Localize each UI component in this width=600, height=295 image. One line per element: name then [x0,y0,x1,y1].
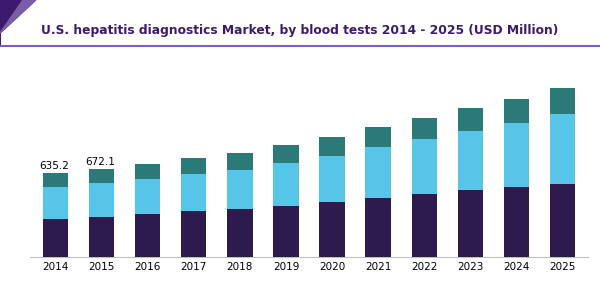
Bar [412,194,437,257]
Bar [181,212,206,257]
Bar [227,209,253,257]
Bar [227,153,253,170]
Text: U.S. hepatitis diagnostics Market, by blood tests 2014 - 2025 (USD Million): U.S. hepatitis diagnostics Market, by bl… [41,24,559,37]
Bar [550,184,575,257]
Bar [89,183,114,217]
Bar [181,158,206,174]
Bar [89,217,114,257]
Bar [319,156,345,202]
Bar [458,131,483,191]
Bar [181,174,206,212]
Bar [319,202,345,257]
Bar [365,127,391,147]
Bar [504,187,529,257]
Bar [89,168,114,183]
Bar [43,187,68,219]
Polygon shape [0,0,36,47]
Bar [504,123,529,187]
Bar [135,163,160,179]
Bar [273,163,299,206]
Bar [135,179,160,214]
Bar [550,114,575,184]
Text: 672.1: 672.1 [86,157,115,167]
Bar [319,137,345,156]
Bar [550,88,575,114]
Bar [273,145,299,163]
Bar [365,198,391,257]
Bar [504,99,529,123]
Bar [412,118,437,139]
Bar [458,191,483,257]
Text: 635.2: 635.2 [40,161,70,171]
Bar [458,108,483,131]
Bar [365,147,391,198]
Bar [43,173,68,187]
Polygon shape [0,0,36,33]
Bar [227,170,253,209]
Bar [43,219,68,257]
Bar [273,206,299,257]
Bar [412,139,437,194]
Bar [135,214,160,257]
